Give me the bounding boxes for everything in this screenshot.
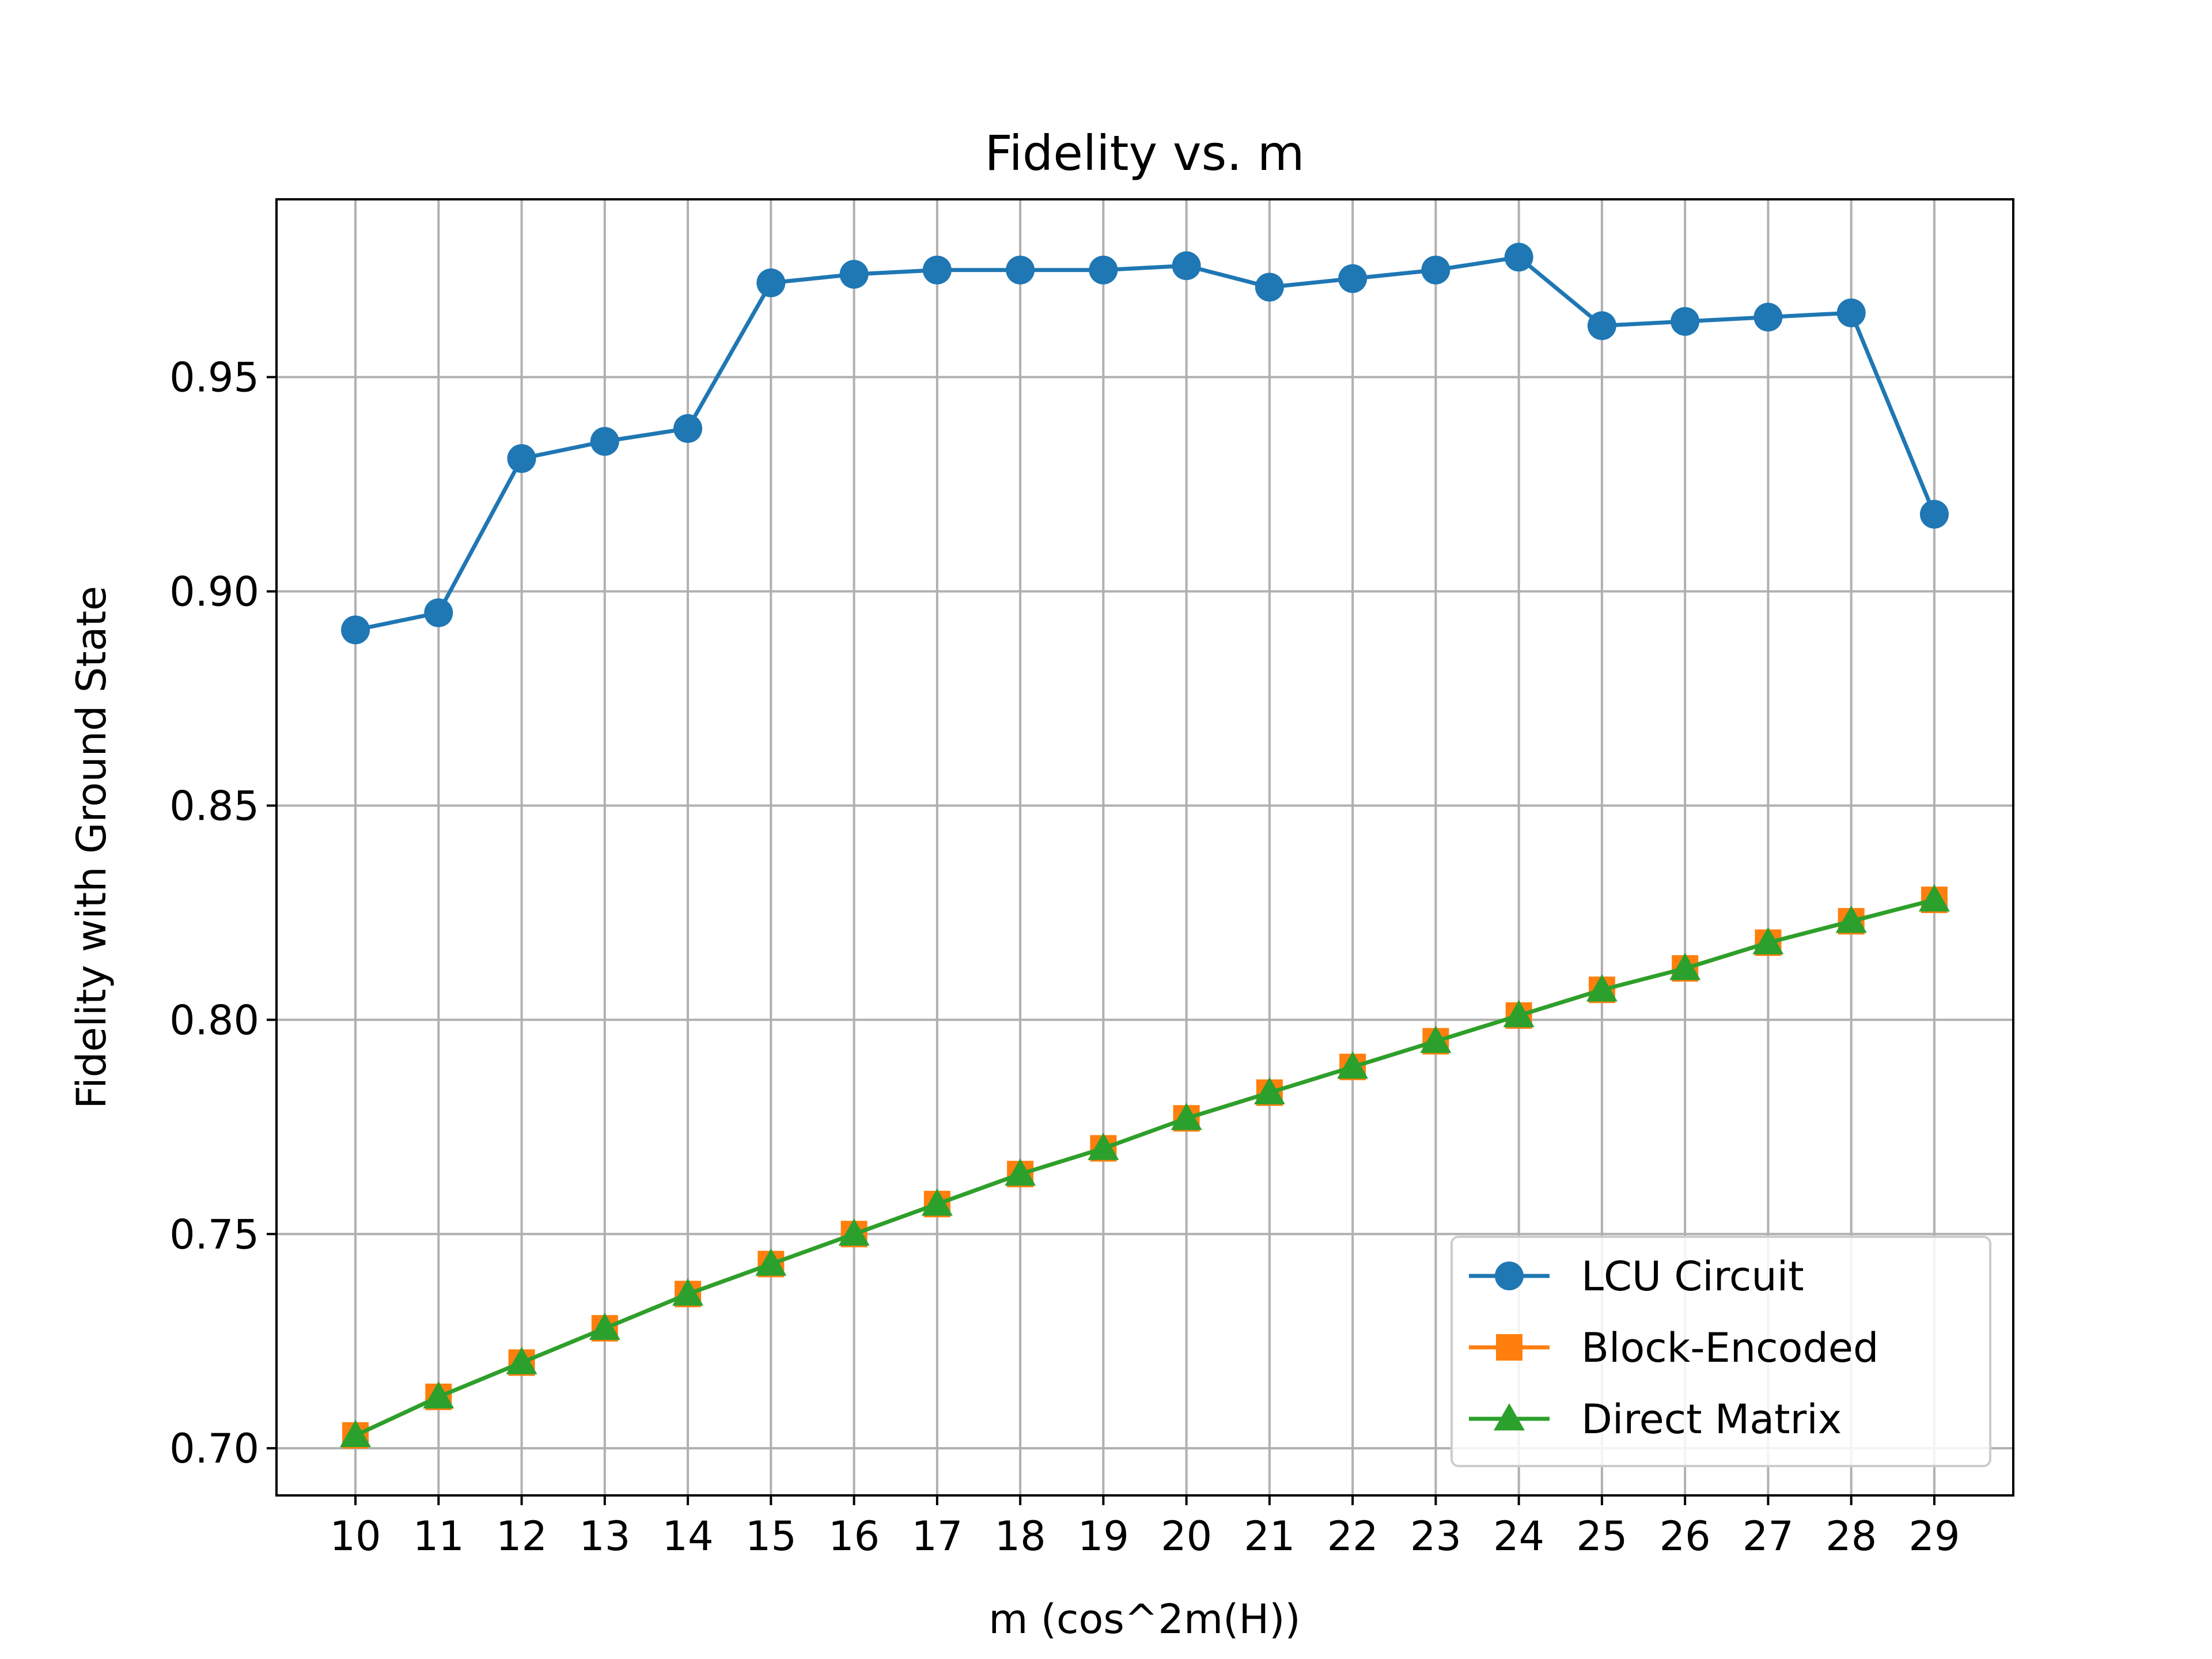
legend-box — [1450, 1236, 1991, 1467]
data-point — [1171, 1103, 1202, 1130]
legend-label: Block-Encoded — [1581, 1324, 1878, 1372]
x-tick-label: 15 — [745, 1513, 797, 1560]
data-point — [1919, 499, 1949, 529]
data-point — [590, 427, 619, 456]
data-point — [921, 1188, 953, 1216]
data-point — [673, 414, 703, 443]
legend-entry: LCU Circuit — [1469, 1253, 1804, 1300]
data-point — [1006, 255, 1035, 285]
x-axis-title: m (cos^2m(H)) — [988, 1596, 1300, 1643]
x-tick-label: 16 — [828, 1513, 880, 1560]
data-point — [423, 1381, 454, 1409]
data-point — [1337, 1051, 1369, 1079]
data-point — [755, 1248, 787, 1276]
series-line — [354, 897, 1935, 1438]
x-tick-label: 10 — [330, 1513, 381, 1560]
data-point — [1586, 974, 1618, 1002]
y-tick-label: 0.85 — [169, 782, 259, 830]
x-tick-label: 14 — [662, 1513, 714, 1560]
data-point — [340, 1419, 372, 1448]
data-point — [1088, 1132, 1119, 1160]
x-tick-label: 22 — [1327, 1513, 1378, 1560]
plot-frame — [275, 198, 2014, 1497]
data-point — [1671, 306, 1700, 336]
y-tick-label: 0.90 — [169, 569, 259, 616]
legend-label: Direct Matrix — [1581, 1396, 1842, 1443]
legend-entry: Block-Encoded — [1469, 1324, 1878, 1372]
legend-marker — [1494, 1403, 1525, 1431]
x-tick-label: 12 — [496, 1513, 547, 1560]
x-tick-label: 26 — [1660, 1513, 1711, 1560]
data-point — [1253, 1077, 1285, 1105]
x-tick-label: 17 — [911, 1513, 963, 1560]
data-point — [922, 255, 952, 285]
y-tick-label: 0.70 — [169, 1425, 259, 1472]
x-tick-label: 11 — [413, 1513, 464, 1560]
x-tick-label: 29 — [1908, 1513, 1960, 1560]
x-tick-label: 19 — [1078, 1513, 1129, 1560]
x-tick-label: 27 — [1743, 1513, 1794, 1560]
data-point — [1338, 264, 1368, 293]
legend-label: LCU Circuit — [1581, 1253, 1804, 1300]
x-tick-label: 28 — [1825, 1513, 1877, 1560]
x-tick-label: 21 — [1244, 1513, 1295, 1560]
data-point — [1420, 1025, 1452, 1053]
series-lcu-circuit — [341, 243, 1949, 645]
y-tick-label: 0.80 — [169, 997, 259, 1044]
data-point — [756, 268, 786, 298]
data-point — [1587, 311, 1616, 340]
data-point — [1255, 272, 1284, 302]
x-tick-label: 25 — [1576, 1513, 1627, 1560]
plot-series — [340, 243, 1950, 1449]
x-tick-label: 13 — [579, 1513, 630, 1560]
x-tick-label: 20 — [1161, 1513, 1212, 1560]
x-tick-label: 24 — [1493, 1513, 1544, 1560]
data-point — [506, 1347, 537, 1374]
data-point — [1089, 255, 1118, 285]
x-tick-label: 18 — [995, 1513, 1046, 1560]
y-axis-title: Fidelity with Ground State — [68, 586, 115, 1109]
data-point — [341, 615, 370, 645]
data-point — [424, 598, 453, 627]
ticks: 10 11 12 13 14 15 16 17 18 19 20 21 22 23 24 25 26 27 28 29… — [169, 354, 1960, 1560]
data-point — [1503, 999, 1535, 1028]
chart-title: Fidelity vs. m — [984, 125, 1304, 181]
data-point — [1835, 906, 1867, 933]
data-point — [507, 444, 536, 473]
data-point — [1669, 953, 1701, 980]
data-point — [1753, 302, 1783, 332]
y-tick-label: 0.75 — [169, 1211, 259, 1258]
data-point — [1918, 884, 1950, 912]
data-point — [1172, 251, 1201, 281]
x-tick-label: 23 — [1410, 1513, 1461, 1560]
legend-marker — [1496, 1334, 1522, 1361]
data-point — [1504, 243, 1533, 272]
data-point — [839, 260, 869, 289]
data-point — [1005, 1158, 1036, 1186]
y-tick-label: 0.95 — [169, 354, 259, 402]
legend-marker — [1495, 1262, 1524, 1290]
data-point — [672, 1278, 704, 1306]
data-point — [589, 1312, 620, 1340]
data-point — [838, 1218, 870, 1246]
legend-entry: Direct Matrix — [1469, 1396, 1842, 1443]
legend: LCU Circuit Block-Encoded Direct Matrix — [1450, 1236, 1991, 1467]
series-direct-matrix — [340, 884, 1950, 1448]
data-point — [1752, 927, 1784, 955]
data-point — [1421, 255, 1450, 285]
data-point — [1836, 298, 1866, 328]
